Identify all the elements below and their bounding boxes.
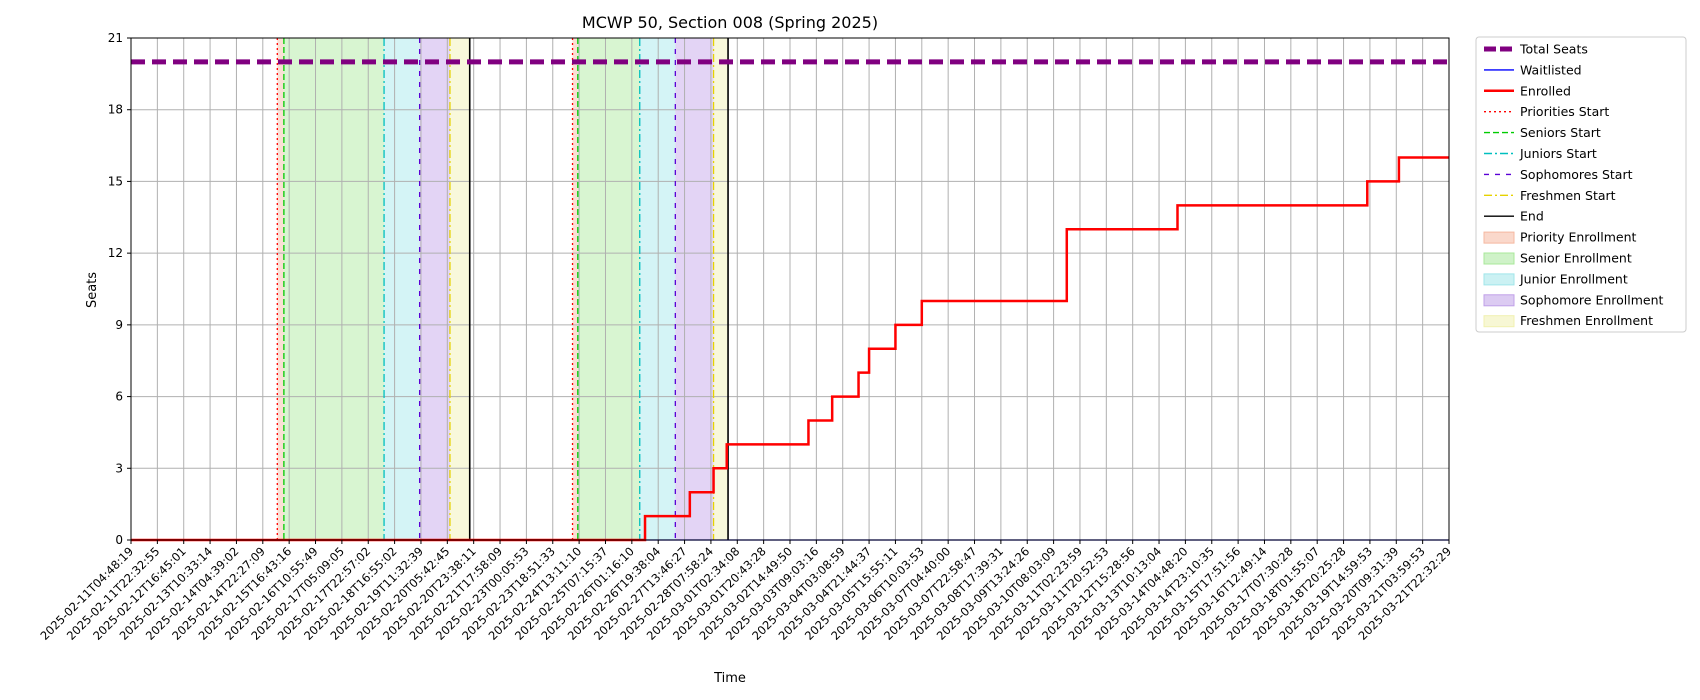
legend-label-sophomore-enrollment: Sophomore Enrollment: [1520, 292, 1664, 307]
legend: Total Seats Waitlisted Enrolled Priorities …: [1475, 36, 1687, 333]
x-axis-label: Time: [713, 671, 746, 686]
y-tick-label: 21: [108, 31, 123, 45]
y-tick-label: 15: [108, 174, 123, 188]
y-tick-label: 0: [115, 533, 123, 547]
legend-swatch-sophomore-enrollment: [1483, 294, 1515, 307]
legend-label-freshmen-start: Freshmen Start: [1520, 188, 1616, 203]
region-senior-2: [577, 38, 640, 540]
region-sophomore-1: [419, 38, 450, 540]
legend-label-senior-enrollment: Senior Enrollment: [1520, 251, 1632, 266]
legend-frame: [1475, 36, 1687, 333]
legend-label-total-seats: Total Seats: [1519, 42, 1588, 57]
region-sophomore-2: [675, 38, 714, 540]
legend-swatch-junior-enrollment: [1483, 273, 1515, 286]
legend-label-priorities-start: Priorities Start: [1520, 104, 1609, 119]
legend-label-freshmen-enrollment: Freshmen Enrollment: [1520, 313, 1653, 328]
legend-label-enrolled: Enrolled: [1520, 83, 1571, 98]
plot-area: 0369121518212025-02-11T04:48:192025-02-1…: [37, 31, 1454, 643]
chart-title: MCWP 50, Section 008 (Spring 2025): [582, 13, 878, 32]
region-junior-1: [384, 38, 420, 540]
y-tick-label: 9: [115, 318, 123, 332]
y-axis-label: Seats: [85, 272, 100, 308]
legend-label-end: End: [1520, 209, 1544, 224]
legend-label-waitlisted: Waitlisted: [1520, 62, 1582, 77]
y-tick-label: 6: [115, 390, 123, 404]
region-priority-1: [277, 38, 284, 540]
legend-label-juniors-start: Juniors Start: [1519, 146, 1597, 161]
legend-swatch-senior-enrollment: [1483, 252, 1515, 265]
y-tick-label: 12: [108, 246, 123, 260]
legend-swatch-freshmen-enrollment: [1483, 315, 1515, 328]
region-senior-1: [283, 38, 385, 540]
legend-swatch-priority-enrollment: [1483, 231, 1515, 244]
region-junior-2: [639, 38, 676, 540]
y-tick-label: 3: [115, 461, 123, 475]
region-freshmen-2: [713, 38, 729, 540]
legend-label-sophomores-start: Sophomores Start: [1520, 167, 1633, 182]
enrolled-series-line: [131, 156, 1449, 542]
legend-label-seniors-start: Seniors Start: [1520, 125, 1601, 140]
region-freshmen-1: [449, 38, 470, 540]
legend-label-junior-enrollment: Junior Enrollment: [1519, 271, 1628, 286]
y-tick-label: 18: [108, 103, 123, 117]
region-priority-2: [572, 38, 578, 540]
legend-label-priority-enrollment: Priority Enrollment: [1520, 230, 1637, 245]
